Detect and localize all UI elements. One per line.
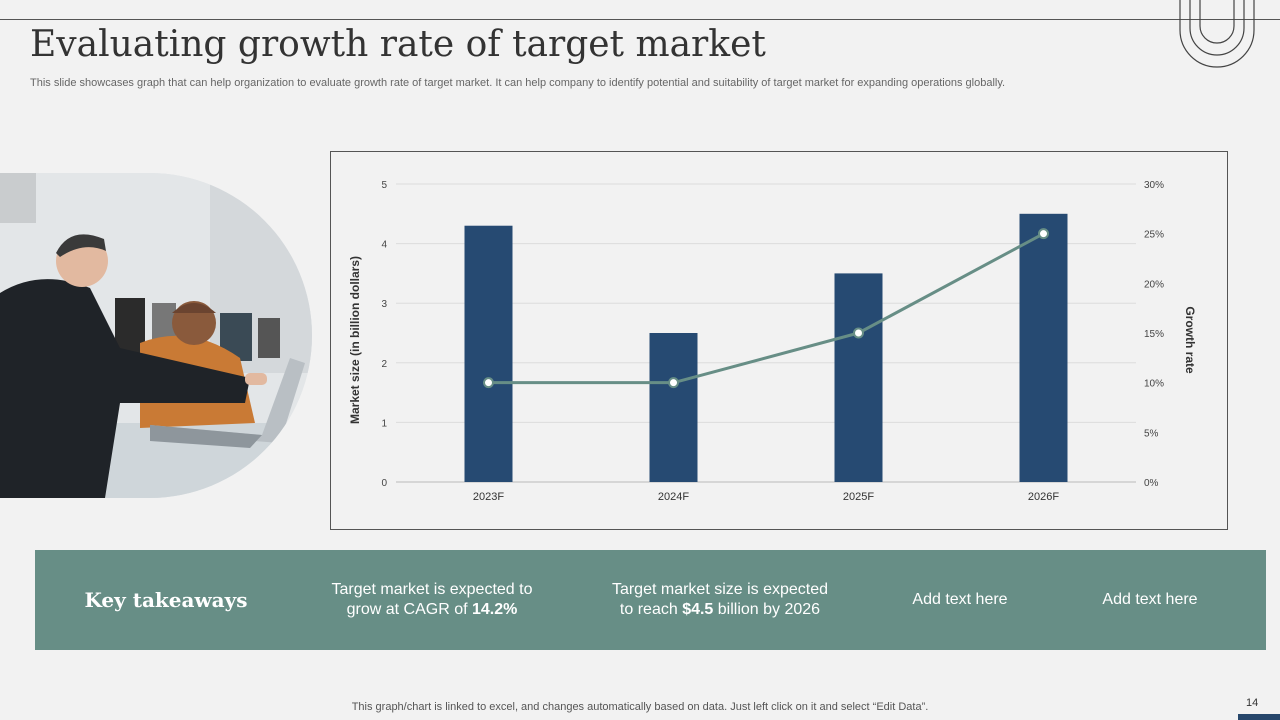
y-axis-label: Market size (in billion dollars): [348, 256, 362, 424]
takeaway-size-line2-post: billion by 2026: [713, 601, 821, 618]
y-tick-label: 2: [381, 359, 387, 370]
y2-axis-label: Growth rate: [1183, 306, 1197, 374]
bar-2025F: [834, 273, 883, 482]
y-tick-label: 5: [381, 180, 387, 191]
page-number-bar: [1238, 714, 1280, 720]
bar-2024F: [649, 333, 698, 482]
x-tick-label: 2026F: [1028, 491, 1059, 503]
y2-tick-label: 30%: [1144, 180, 1164, 191]
takeaway-size-line1: Target market size is expected: [611, 581, 829, 598]
takeaway-placeholder-2: Add text here: [1102, 591, 1198, 608]
footer-note: This graph/chart is linked to excel, and…: [351, 701, 929, 713]
y2-tick-label: 10%: [1144, 379, 1164, 390]
y2-tick-label: 20%: [1144, 279, 1164, 290]
y2-tick-label: 5%: [1144, 428, 1159, 439]
takeaway-market-size: Target market size is expected to reach …: [583, 550, 857, 650]
growth-point-2023F: [483, 377, 494, 389]
bar-2023F: [464, 225, 513, 482]
key-takeaways-heading: Key takeaways: [84, 588, 248, 612]
key-takeaways-panel: Key takeaways Target market is expected …: [35, 550, 1266, 650]
takeaway-cagr: Target market is expected to grow at CAG…: [297, 550, 567, 650]
y-tick-label: 1: [381, 418, 387, 429]
y-tick-label: 0: [381, 478, 387, 489]
growth-rate-polyline: [488, 232, 1045, 385]
growth-rate-line: [483, 228, 1049, 389]
y2-tick-label: 25%: [1144, 230, 1164, 241]
x-tick-label: 2023F: [473, 491, 504, 503]
x-tick-label: 2025F: [843, 491, 874, 503]
takeaway-cagr-value: 14.2%: [471, 601, 518, 618]
growth-point-2026F: [1038, 228, 1049, 240]
takeaway-cagr-line2-pre: grow at CAGR of: [346, 601, 472, 618]
takeaway-cagr-line1: Target market is expected to: [331, 581, 533, 598]
y-tick-label: 4: [381, 240, 387, 251]
takeaway-size-line2-pre: to reach: [619, 601, 683, 618]
top-rule: [0, 19, 1280, 20]
market-growth-chart[interactable]: 0 1 2 3 4 5 0% 5% 10% 15% 20% 25% 30% 2023F 2024F 2025F…: [330, 151, 1228, 530]
page-title: Evaluating growth rate of target market: [30, 24, 766, 65]
bar-2026F: [1019, 213, 1068, 483]
page-number: 14: [1246, 697, 1259, 709]
growth-point-2024F: [668, 377, 679, 389]
x-tick-label: 2024F: [658, 491, 689, 503]
y2-tick-label: 0%: [1144, 478, 1159, 489]
y-tick-label: 3: [381, 299, 387, 310]
decorative-arch-icon: [1179, 0, 1255, 68]
takeaway-size-value: $4.5: [682, 601, 714, 618]
business-meeting-photo: [0, 173, 312, 498]
growth-point-2025F: [853, 327, 864, 339]
market-size-bars: [464, 213, 1068, 483]
chart-axis-ticks: 0 1 2 3 4 5 0% 5% 10% 15% 20% 25% 30% 2023F 2024F 2025F…: [381, 180, 1164, 503]
takeaway-placeholder-1: Add text here: [912, 591, 1008, 608]
page-subtitle: This slide showcases graph that can help…: [30, 77, 1006, 89]
y2-tick-label: 15%: [1144, 329, 1164, 340]
chart-gridlines: [396, 183, 1136, 483]
